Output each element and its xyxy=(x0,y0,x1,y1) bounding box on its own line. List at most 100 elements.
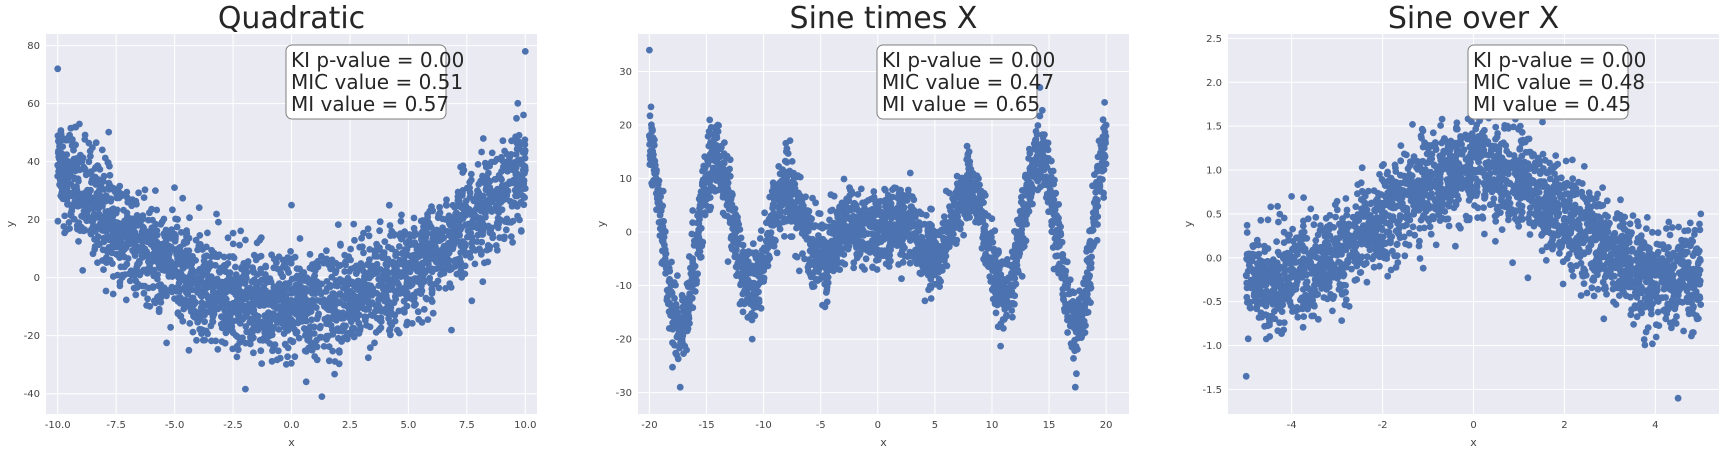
scatter-point xyxy=(277,313,284,320)
scatter-point xyxy=(122,296,130,304)
scatter-point xyxy=(169,206,176,214)
scatter-point xyxy=(1013,230,1021,238)
scatter-point xyxy=(497,174,504,182)
scatter-point xyxy=(320,343,328,350)
scatter-point xyxy=(266,297,273,305)
scatter-point xyxy=(849,190,856,197)
scatter-point xyxy=(1101,153,1109,160)
scatter-point xyxy=(201,253,208,260)
scatter-point xyxy=(86,215,94,223)
scatter-point xyxy=(132,197,140,205)
scatter-point xyxy=(117,190,125,198)
scatter-point xyxy=(1032,141,1039,149)
scatter-point xyxy=(706,116,714,124)
scatter-point xyxy=(132,291,140,299)
scatter-point xyxy=(673,351,680,359)
scatter-point xyxy=(484,258,492,266)
scatter-point xyxy=(54,65,62,73)
scatter-point xyxy=(274,265,282,273)
scatter-point xyxy=(792,252,799,260)
scatter-point xyxy=(291,353,299,361)
scatter-point xyxy=(325,343,333,350)
scatter-point xyxy=(1011,292,1019,300)
scatter-point xyxy=(195,204,203,212)
scatter-point xyxy=(509,238,516,246)
scatter-point xyxy=(410,224,418,232)
scatter-point xyxy=(767,236,775,244)
scatter-point xyxy=(387,331,394,339)
scatter-point xyxy=(339,309,347,317)
scatter-point xyxy=(467,170,475,178)
scatter-point xyxy=(844,195,851,203)
scatter-point xyxy=(521,136,529,144)
scatter-point xyxy=(1088,253,1095,261)
scatter-point xyxy=(975,175,982,182)
scatter-point xyxy=(504,159,512,166)
scatter-point xyxy=(649,148,657,155)
scatter-point xyxy=(173,284,181,292)
scatter-point xyxy=(508,137,515,145)
scatter-point xyxy=(131,241,139,249)
scatter-point xyxy=(471,260,479,268)
scatter-point xyxy=(647,103,655,111)
scatter-point xyxy=(709,153,717,161)
scatter-point xyxy=(981,226,988,234)
scatter-point xyxy=(460,202,468,209)
scatter-point xyxy=(370,270,378,278)
scatter-point xyxy=(271,341,279,349)
scatter-point xyxy=(307,339,315,346)
scatter-point xyxy=(144,295,152,303)
scatter-point xyxy=(514,99,522,107)
scatter-point xyxy=(234,305,241,313)
scatter-point xyxy=(90,173,98,181)
scatter-point xyxy=(163,292,170,300)
scatter-point xyxy=(65,219,73,226)
scatter-point xyxy=(1018,244,1026,252)
scatter-point xyxy=(380,295,388,302)
scatter-point xyxy=(146,266,154,274)
scatter-point xyxy=(513,187,520,194)
scatter-point xyxy=(242,385,249,393)
scatter-point xyxy=(317,322,324,330)
scatter-point xyxy=(683,346,690,354)
scatter-point xyxy=(709,144,716,152)
scatter-point xyxy=(479,278,487,286)
scatter-point xyxy=(520,180,528,188)
scatter-point xyxy=(334,299,342,307)
scatter-point xyxy=(509,199,517,207)
scatter-point xyxy=(327,322,335,329)
scatter-point xyxy=(378,279,386,287)
scatter-point xyxy=(429,309,437,317)
scatter-point xyxy=(745,248,752,255)
scatter-point xyxy=(477,177,484,185)
scatter-point xyxy=(472,197,480,205)
scatter-point xyxy=(343,335,351,343)
scatter-point xyxy=(515,131,523,139)
scatter-point xyxy=(191,314,199,321)
scatter-point xyxy=(448,265,455,273)
scatter-point xyxy=(806,240,814,248)
scatter-point xyxy=(213,210,220,218)
scatter-point xyxy=(365,232,373,240)
scatter-point xyxy=(259,323,267,331)
scatter-point xyxy=(817,262,825,269)
scatter-point xyxy=(904,253,912,260)
scatter-point xyxy=(710,136,718,144)
scatter-point xyxy=(179,317,187,325)
scatter-point xyxy=(726,219,734,227)
scatter-point xyxy=(100,172,108,180)
scatter-point xyxy=(434,230,442,238)
scatter-point xyxy=(154,275,161,283)
scatter-point xyxy=(323,334,331,341)
scatter-point xyxy=(364,225,372,233)
scatter-point xyxy=(192,236,200,244)
scatter-point xyxy=(819,235,827,243)
scatter-point xyxy=(290,284,298,292)
scatter-point xyxy=(228,287,236,295)
scatter-point xyxy=(347,245,354,253)
scatter-point xyxy=(1060,296,1068,304)
scatter-point xyxy=(94,233,102,241)
data-points xyxy=(54,48,529,400)
scatter-point xyxy=(106,171,114,179)
scatter-point xyxy=(194,246,202,254)
